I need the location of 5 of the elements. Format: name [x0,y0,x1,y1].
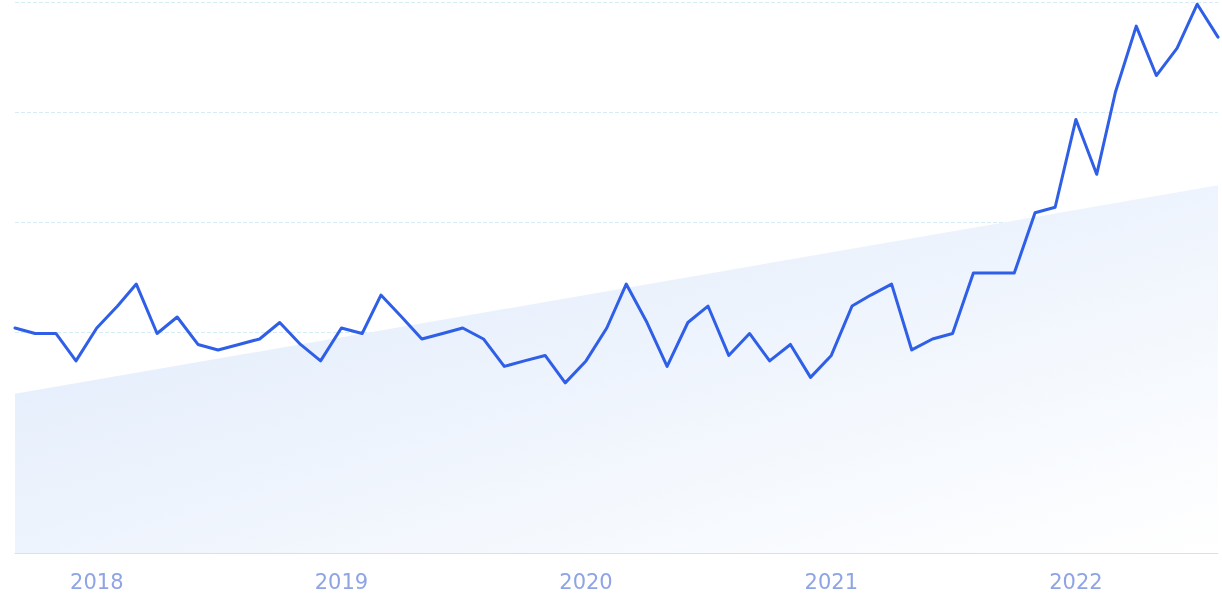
x-tick-label: 2020 [559,569,613,594]
x-tick-label: 2019 [314,569,369,594]
x-tick-label: 2021 [804,569,859,594]
x-tick-label: 2018 [70,569,124,594]
x-tick-label: 2022 [1049,569,1103,594]
